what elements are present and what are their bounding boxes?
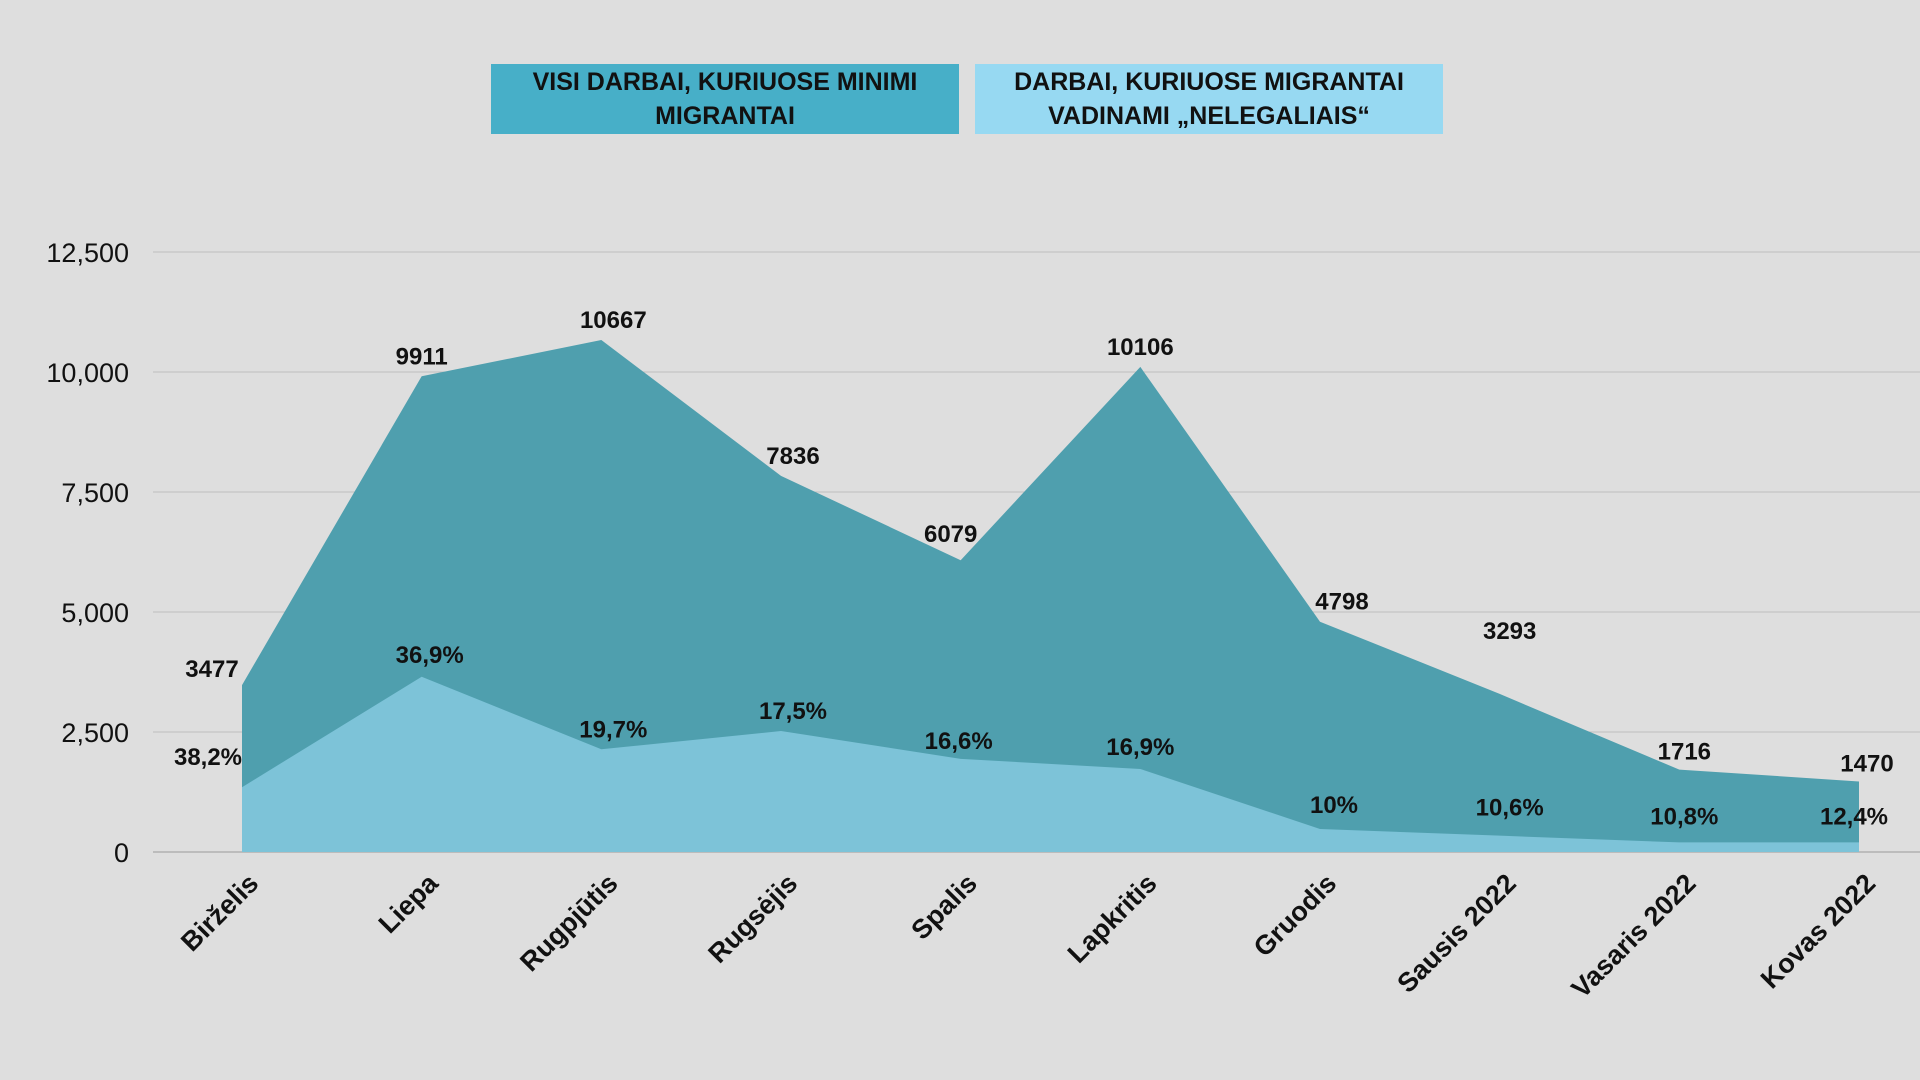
area-series-2 <box>242 676 1859 852</box>
data-label: 19,7% <box>579 716 647 743</box>
data-label: 9911 <box>396 343 448 370</box>
data-label: 38,2% <box>174 744 242 771</box>
data-label: 17,5% <box>759 698 827 725</box>
x-tick-label: Sausis 2022 <box>1391 868 1522 999</box>
x-tick-label: Lapkritis <box>1062 868 1163 969</box>
area-series-1 <box>242 339 1859 852</box>
y-tick-label: 2,500 <box>61 718 129 748</box>
data-label: 12,4% <box>1820 803 1888 830</box>
y-tick-label: 5,000 <box>61 598 129 628</box>
x-tick-label: Spalis <box>905 868 982 945</box>
data-label: 10667 <box>580 307 647 334</box>
data-label: 10,6% <box>1476 795 1544 822</box>
data-label: 6079 <box>924 521 977 548</box>
x-tick-label: Birželis <box>175 868 264 957</box>
x-tick-label: Rugpjūtis <box>514 868 623 977</box>
y-tick-label: 10,000 <box>46 358 129 388</box>
y-tick-label: 7,500 <box>61 478 129 508</box>
data-label: 36,9% <box>396 642 464 669</box>
x-tick-label: Gruodis <box>1248 868 1342 962</box>
x-tick-label: Kovas 2022 <box>1755 868 1881 994</box>
y-tick-label: 12,500 <box>46 238 129 268</box>
legend-label: DARBAI, KURIUOSE MIGRANTAI VADINAMI „NEL… <box>1014 68 1404 130</box>
legend-label: VISI DARBAI, KURIUOSE MINIMI MIGRANTAI <box>532 68 918 130</box>
x-tick-label: Vasaris 2022 <box>1566 868 1702 1004</box>
legend-item-all-articles: VISI DARBAI, KURIUOSE MINIMI MIGRANTAI <box>491 64 959 134</box>
data-label: 10% <box>1310 792 1358 819</box>
data-label: 3477 <box>185 656 238 683</box>
data-label: 7836 <box>766 443 819 470</box>
data-label: 4798 <box>1315 589 1368 616</box>
data-label: 10106 <box>1107 334 1174 361</box>
y-tick-label: 0 <box>114 838 129 868</box>
x-tick-label: Liepa <box>373 867 445 939</box>
legend-item-illegal-articles: DARBAI, KURIUOSE MIGRANTAI VADINAMI „NEL… <box>975 64 1443 134</box>
data-label: 1716 <box>1658 739 1711 766</box>
x-tick-label: Rugsėjis <box>702 868 803 969</box>
data-label: 3293 <box>1483 618 1536 645</box>
data-label: 16,9% <box>1106 734 1174 761</box>
data-label: 1470 <box>1840 750 1893 777</box>
data-label: 10,8% <box>1650 803 1718 830</box>
data-label: 16,6% <box>925 728 993 755</box>
